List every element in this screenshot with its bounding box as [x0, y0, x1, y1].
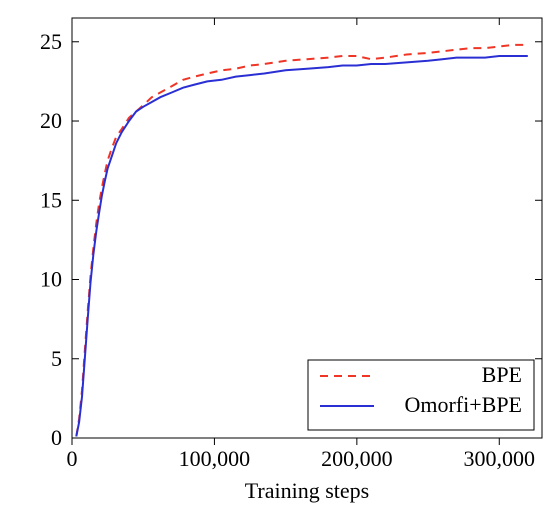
x-tick-label: 300,000 [464, 446, 536, 471]
legend-label: Omorfi+BPE [404, 392, 522, 417]
x-tick-label: 0 [67, 446, 78, 471]
y-tick-label: 0 [51, 425, 62, 450]
y-tick-label: 15 [40, 187, 62, 212]
chart-container: 0 100,000 200,000 300,000 Training steps 0 5 10… [0, 0, 558, 510]
y-tick-label: 5 [51, 346, 62, 371]
x-tick-label: 100,000 [179, 446, 251, 471]
y-tick-label: 10 [40, 267, 62, 292]
line-chart: 0 100,000 200,000 300,000 Training steps 0 5 10… [0, 0, 558, 510]
x-tick-label: 200,000 [321, 446, 393, 471]
y-tick-label: 25 [40, 29, 62, 54]
chart-bg [0, 0, 558, 510]
y-tick-label: 20 [40, 108, 62, 133]
x-axis-title: Training steps [245, 478, 369, 503]
legend-label: BPE [482, 362, 522, 387]
